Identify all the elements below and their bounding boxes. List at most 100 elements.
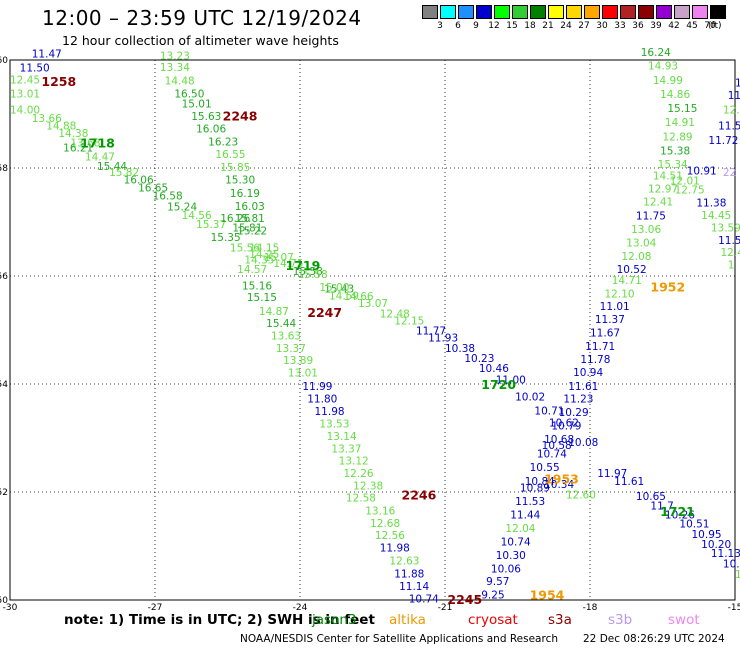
colorbar-swatch [602,5,618,19]
wave-height-value: 11.53 [515,496,545,508]
wave-height-value: 15.22 [237,226,267,238]
wave-height-value: 10.95 [692,529,722,541]
colorbar-tick-label: 18 [524,21,536,31]
wave-height-value: 14.56 [182,210,212,222]
wave-height-value: 11.58 [718,120,740,132]
longitude-tick-label: -21 [438,603,453,613]
wave-height-value: 10.62 [549,417,579,429]
wave-height-value: 14.75 [273,258,303,270]
wave-height-value: 13.01 [288,368,318,380]
wave-height-value: 12.63 [389,556,419,568]
wave-height-value: 15.63 [191,111,221,123]
wave-height-value: 10.84 [525,476,555,488]
wave-height-value: 10.30 [496,550,526,562]
bottom-note: note: 1) Time is in UTC; 2) SWH is in fe… [64,612,375,628]
pass-time-label: 1718 [80,136,115,151]
wave-height-value: 16.55 [215,149,245,161]
satellite-legend-altika: altika [389,612,426,628]
colorbar-tick-label: 9 [473,21,479,31]
wave-height-value: 15.24 [167,201,197,213]
wave-height-value: 12.68 [370,518,400,530]
wave-height-value: 11.37 [595,314,625,326]
wave-height-value: 15.85 [220,162,250,174]
colorbar-swatch [710,5,726,19]
colorbar-tick-label: 45 [686,21,698,31]
wave-height-value: 10.29 [559,407,589,419]
wave-height-value: 13.14 [327,431,357,443]
pass-time-label: 1719 [286,258,321,273]
wave-height-value: 15.43 [324,283,354,295]
chart-title: 12:00 – 23:59 UTC 12/19/2024 [42,6,362,30]
wave-height-value: 15.37 [196,219,226,231]
wave-height-value: 11.44 [510,510,540,522]
wave-height-value: 11.72 [708,135,738,147]
wave-height-value: 12.58 [346,492,376,504]
wave-height-value: 10.46 [479,363,509,375]
colorbar-tick-label: 12 [488,21,500,31]
wave-height-value: 13.37 [276,343,306,355]
wave-height-value: 9.25 [481,590,504,602]
satellite-legend-jason3: jason3 [312,612,357,628]
wave-height-value: 11.99 [302,381,332,393]
wave-height-value: 10.44 [723,558,740,570]
wave-height-value: 15.34 [658,159,688,171]
pass-time-label: 1258 [41,74,76,89]
wave-height-value: 13.01 [10,88,40,100]
wave-height-value: 10.34 [544,479,574,491]
wave-height-value: 16.19 [230,188,260,200]
pass-time-label: 2246 [402,488,437,503]
wave-height-value: 10.51 [679,518,709,530]
wave-height-value: 13.68 [70,138,100,150]
wave-height-value: 16.50 [174,88,204,100]
colorbar-swatch [530,5,546,19]
wave-height-value: 15.30 [225,174,255,186]
wave-height-value: 15.38 [660,146,690,158]
colorbar-tick-label: 21 [542,21,554,31]
colorbar-tick-label: 30 [596,21,608,31]
wave-height-value: 13.16 [365,505,395,517]
wave-height-value: 12.56 [375,530,405,542]
longitude-tick-label: -27 [148,603,163,613]
wave-height-value: 11.7 [650,501,673,513]
satellite-legend-cryosat: cryosat [468,612,518,628]
wave-height-value: 14.35 [244,254,274,266]
colorbar-swatch [548,5,564,19]
wave-height-value: 10.74 [501,537,531,549]
wave-height-value: 13.23 [160,51,190,63]
wave-height-value: 11.61 [568,381,598,393]
wave-height-value: 11.23 [563,394,593,406]
colorbar-swatch [458,5,474,19]
wave-height-value: 10.65 [636,491,666,503]
wave-height-value: 11 [728,90,740,102]
wave-height-value: 10.26 [665,510,695,522]
satellite-legend-s3b: s3b [608,612,633,628]
wave-height-value: 11.80 [307,394,337,406]
pass-time-label: 2247 [307,305,342,320]
wave-height-value: 10.79 [551,421,581,433]
wave-height-value: 12.04 [505,523,535,535]
wave-height-value: 11.75 [636,211,666,223]
wave-height-value: 14.45 [701,210,731,222]
wave-height-value: 12.4 [721,247,740,259]
wave-height-value: 11.01 [600,301,630,313]
generation-timestamp: 22 Dec 08:26:29 UTC 2024 [583,633,725,645]
wave-height-value: 15.15 [247,292,277,304]
wave-height-value: 11.14 [399,581,429,593]
colorbar-swatch [656,5,672,19]
pass-time-label: 1952 [650,279,685,294]
colorbar-swatch [638,5,654,19]
colorbar-swatch [476,5,492,19]
wave-height-value: 14.87 [259,306,289,318]
wave-height-value: 14.38 [58,128,88,140]
wave-height-value: 13.04 [626,238,656,250]
wave-height-value: 13.34 [160,62,190,74]
wave-height-value: 12.89 [663,132,693,144]
wave-height-value: 11.00 [496,375,526,387]
pass-time-label: 1953 [544,472,579,487]
wave-height-value: 13.06 [631,224,661,236]
map-frame [9,59,736,601]
wave-height-value: 13.89 [283,355,313,367]
colorbar-swatch [566,5,582,19]
wave-height-value: 16.24 [641,47,671,59]
